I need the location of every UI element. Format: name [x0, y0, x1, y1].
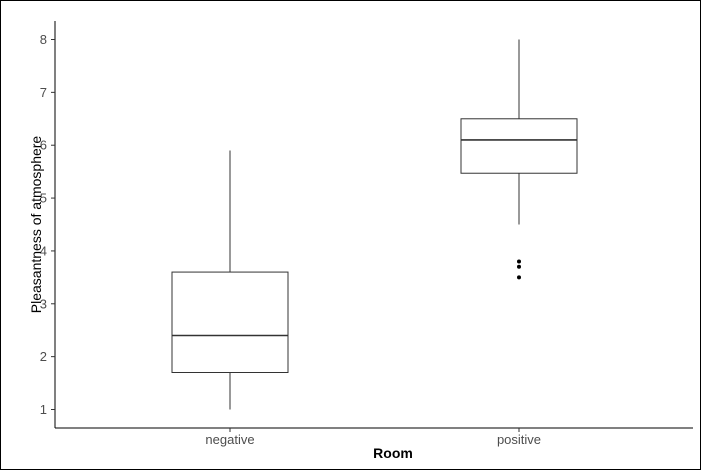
x-axis-title: Room [373, 445, 413, 461]
y-tick-label: 4 [40, 243, 47, 258]
y-tick-label: 7 [40, 85, 47, 100]
box-negative [171, 271, 289, 374]
y-tick-label: 3 [40, 296, 47, 311]
y-tick-label: 1 [40, 402, 47, 417]
x-tick-label: negative [205, 432, 254, 447]
y-tick-label: 6 [40, 138, 47, 153]
y-tick-label: 5 [40, 191, 47, 206]
y-tick-label: 8 [40, 32, 47, 47]
box-positive [460, 118, 578, 174]
outlier-point [517, 275, 521, 280]
outlier-point [517, 264, 521, 269]
y-axis-title: Pleasantness of atmosphere [28, 136, 44, 314]
outlier-point [517, 259, 521, 264]
x-tick-label: positive [497, 432, 541, 447]
y-tick-label: 2 [40, 349, 47, 364]
